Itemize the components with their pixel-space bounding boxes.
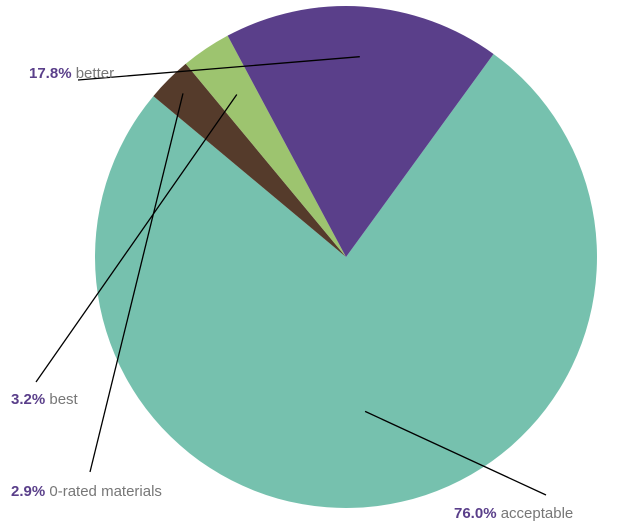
pie-slice-best [185, 35, 346, 258]
leader-lines [35, 56, 547, 496]
label-0-rated-materials: 2.9% 0-rated materials [11, 483, 162, 500]
pie-slice-0-rated-materials [153, 63, 346, 258]
leader-line-better [77, 56, 360, 81]
pie-slices [94, 6, 597, 509]
leader-line-acceptable [364, 410, 547, 496]
leader-line-0-rated-materials [89, 93, 184, 473]
label-acceptable: 76.0% acceptable [454, 505, 573, 522]
pie-slice-acceptable [94, 53, 597, 509]
label-better: 17.8% better [29, 65, 114, 82]
pie-slice-better [227, 6, 494, 258]
label-best: 3.2% best [11, 391, 79, 408]
leader-line-best [35, 94, 238, 383]
